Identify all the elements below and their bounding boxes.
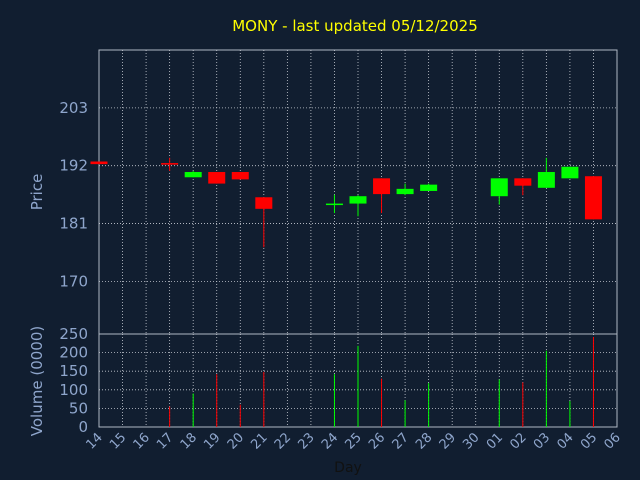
candle-24 (325, 194, 343, 214)
candle-02 (514, 178, 532, 196)
candle-body (255, 197, 273, 209)
volume-tick-label: 50 (69, 399, 88, 417)
price-tick-label: 192 (59, 157, 88, 175)
price-tick-label: 181 (59, 215, 88, 233)
candle-body (396, 188, 414, 195)
candle-14 (90, 161, 108, 165)
price-tick-label: 203 (59, 99, 88, 117)
candle-body (420, 184, 438, 191)
candle-body (161, 163, 179, 165)
candle-26 (373, 178, 391, 214)
candle-body (490, 178, 508, 197)
candle-body (90, 161, 108, 165)
candle-body (231, 172, 249, 180)
candle-25 (349, 195, 367, 217)
x-axis-label: Day (334, 460, 362, 476)
candle-27 (396, 183, 414, 196)
candle-18 (184, 170, 202, 178)
candle-body (373, 178, 391, 195)
candle-03 (537, 157, 555, 188)
price-panel: 170 181 192 203 (59, 49, 618, 335)
candle-body (208, 172, 226, 184)
candle-body (537, 172, 555, 188)
candle-19 (208, 172, 226, 184)
price-tick-label: 170 (59, 272, 88, 290)
candle-body (349, 196, 367, 204)
candle-body (584, 176, 602, 220)
volume-tick-label: 150 (59, 362, 88, 380)
candle-04 (561, 166, 579, 179)
candle-body (325, 203, 343, 206)
candle-20 (231, 172, 249, 180)
chart-title: MONY - last updated 05/12/2025 (232, 17, 478, 35)
candle-21 (255, 197, 273, 248)
candle-01 (490, 178, 508, 205)
candle-17 (161, 157, 179, 171)
volume-axis-label: Volume (0000) (28, 326, 46, 436)
volume-tick-label: 0 (78, 418, 88, 436)
candle-28 (420, 183, 438, 191)
candle-body (184, 172, 202, 178)
volume-tick-label: 100 (59, 381, 88, 399)
candle-body (561, 166, 579, 179)
candle-body (514, 178, 532, 186)
price-axis-label: Price (28, 174, 46, 211)
candle-05 (584, 176, 602, 220)
volume-tick-label: 250 (59, 325, 88, 343)
volume-tick-label: 200 (59, 344, 88, 362)
x-axis-ticks: 14 15 16 17 18 19 20 21 22 23 24 25 26 27 28 29 30 01 02 03… (84, 430, 624, 452)
